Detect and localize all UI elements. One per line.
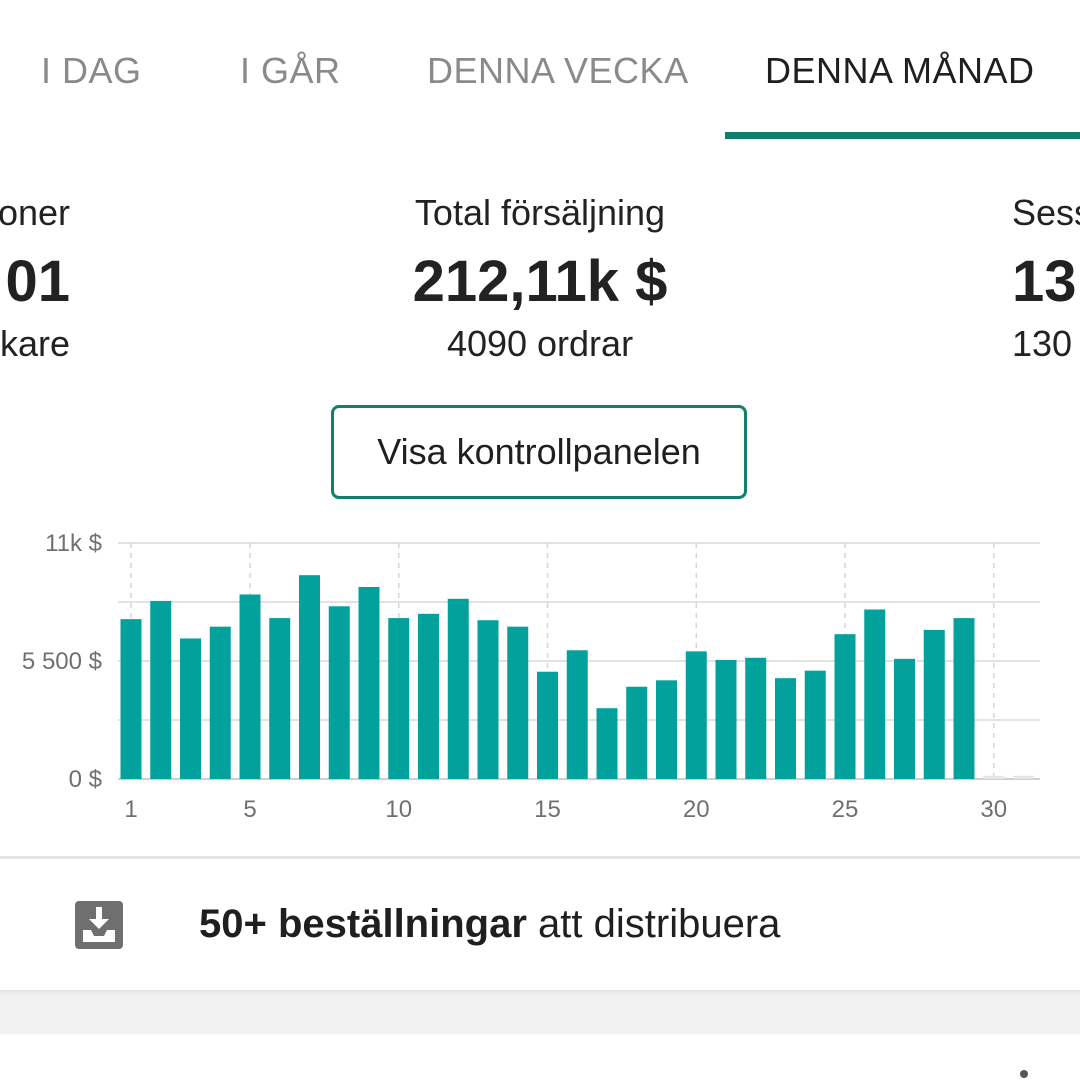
tab-this-month[interactable]: DENNA MÅNAD xyxy=(765,50,1035,91)
y-tick-label: 5 500 $ xyxy=(22,648,102,675)
stat-label: Total försäljning xyxy=(414,192,666,233)
tab-this-week[interactable]: DENNA VECKA xyxy=(427,50,689,91)
stat-subtext: kare xyxy=(0,323,70,364)
x-tick-label: 30 xyxy=(980,796,1007,823)
bar-day-5 xyxy=(239,594,261,779)
bar-day-21 xyxy=(715,659,737,779)
x-tick-label: 5 xyxy=(243,796,256,823)
bar-day-23 xyxy=(775,678,796,779)
orders-text-rest: att distribuera xyxy=(526,902,781,946)
monthly-sales-bar-chart: 11k $5 500 $0 $1 5 10 15 20 25 30 xyxy=(22,530,1040,823)
period-tabs: I DAG I GÅR DENNA VECKA DENNA MÅNAD xyxy=(0,0,1080,140)
bar-day-6 xyxy=(269,618,291,779)
bar-day-14 xyxy=(507,626,529,779)
section-divider xyxy=(0,856,1080,859)
section-gap xyxy=(0,990,1080,1034)
bar-day-19 xyxy=(656,680,677,779)
x-tick-label: 1 xyxy=(124,796,137,823)
bar-day-8 xyxy=(328,606,350,779)
x-tick-label: 20 xyxy=(683,796,710,823)
bar-day-29 xyxy=(953,618,975,779)
next-card xyxy=(0,1034,1080,1080)
bar-day-15 xyxy=(537,671,558,779)
bar-day-24 xyxy=(804,670,826,779)
bar-day-2 xyxy=(150,600,172,779)
stat-subtext: 130 xyxy=(1012,323,1073,364)
bar-day-10 xyxy=(388,618,410,779)
stat-value: 01 xyxy=(5,249,70,314)
bar-day-31 xyxy=(1013,775,1034,779)
bar-day-25 xyxy=(834,634,856,779)
bar-day-12 xyxy=(447,598,469,779)
bar-day-27 xyxy=(894,658,915,779)
bar-day-30 xyxy=(983,775,1005,779)
stat-value: 212,11k $ xyxy=(412,249,668,314)
bar-day-22 xyxy=(745,657,767,779)
bar-day-17 xyxy=(596,708,618,779)
stat-subtext: 4090 ordrar xyxy=(446,323,634,364)
y-tick-label: 11k $ xyxy=(45,530,102,557)
x-tick-label: 25 xyxy=(832,796,859,823)
bar-day-26 xyxy=(864,609,886,779)
bar-day-18 xyxy=(626,686,648,779)
bar-day-20 xyxy=(685,651,707,779)
more-options-icon[interactable] xyxy=(1020,1070,1028,1078)
y-tick-label: 0 $ xyxy=(69,766,102,793)
orders-count-bold: 50+ beställningar xyxy=(199,902,527,946)
bar-day-3 xyxy=(180,638,201,779)
bar-day-28 xyxy=(923,629,945,779)
stat-card-left[interactable]: oner 01 kare xyxy=(0,192,70,365)
x-tick-label: 10 xyxy=(385,796,412,823)
bar-day-9 xyxy=(358,586,380,779)
stat-card-total-sales[interactable]: Total försäljning 212,11k $ 4090 ordrar xyxy=(340,192,740,365)
download-tray-icon xyxy=(75,901,123,949)
bar-day-1 xyxy=(120,619,142,779)
bar-day-11 xyxy=(418,613,439,779)
bar-day-16 xyxy=(566,650,588,779)
stat-value: 13 xyxy=(1012,249,1077,314)
x-tick-label: 15 xyxy=(534,796,561,823)
bar-day-7 xyxy=(299,575,320,779)
active-tab-indicator xyxy=(725,132,1080,139)
stat-label: oner xyxy=(0,192,70,233)
bar-day-4 xyxy=(209,626,231,779)
stat-card-sessions[interactable]: Sess 13 130 xyxy=(1012,192,1080,365)
tab-today[interactable]: I DAG xyxy=(41,50,142,91)
orders-to-fulfill-row[interactable]: 50+ beställningar att distribuera xyxy=(0,860,1080,990)
view-dashboard-button[interactable]: Visa kontrollpanelen xyxy=(331,405,747,499)
orders-to-fulfill-text: 50+ beställningar att distribuera xyxy=(199,902,780,947)
stat-label: Sess xyxy=(1012,192,1080,233)
tab-yesterday[interactable]: I GÅR xyxy=(240,50,341,91)
bar-day-13 xyxy=(477,620,499,779)
